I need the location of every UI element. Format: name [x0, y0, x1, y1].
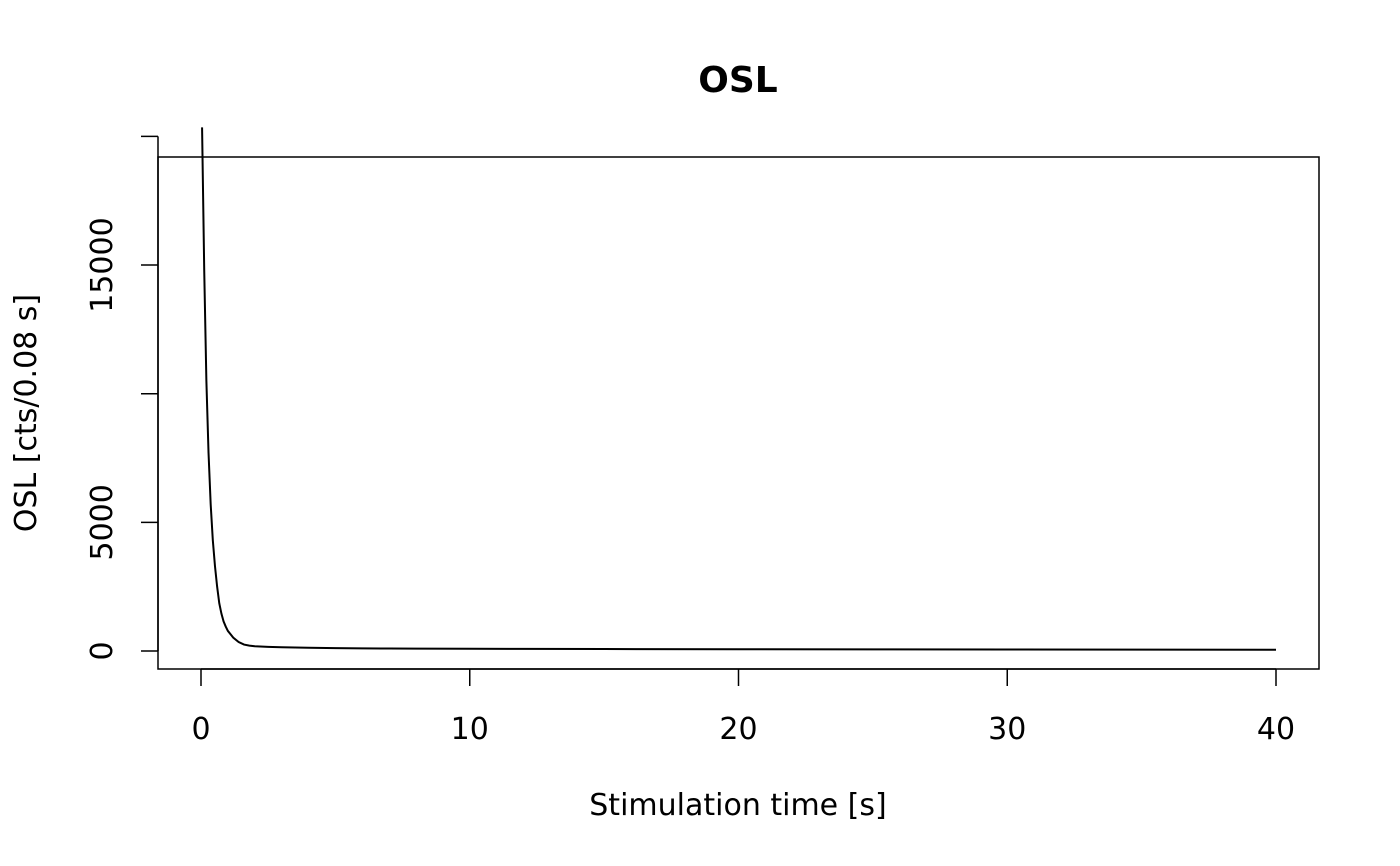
y-tick-label: 0: [85, 641, 120, 660]
y-axis: 0 5000 15000: [85, 135, 159, 661]
osl-curve-line: [201, 127, 1277, 651]
x-tick-label: 40: [1257, 712, 1295, 747]
x-tick-label: 10: [451, 712, 489, 747]
plot-frame: [157, 156, 1320, 670]
x-axis-label: Stimulation time [s]: [589, 788, 886, 823]
y-axis-label: OSL [cts/0.08 s]: [9, 294, 44, 532]
y-tick-label: 5000: [85, 484, 120, 560]
chart-title: OSL: [698, 60, 777, 101]
y-tick-label: 15000: [85, 217, 120, 312]
x-tick-label: 20: [719, 712, 757, 747]
x-axis: 0 10 20 30 40: [191, 668, 1295, 747]
x-tick-label: 30: [988, 712, 1026, 747]
x-tick-label: 0: [191, 712, 210, 747]
